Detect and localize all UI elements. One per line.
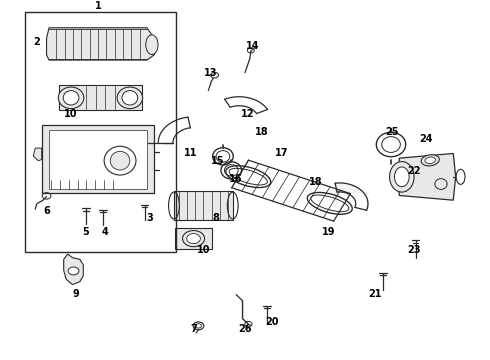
Ellipse shape bbox=[146, 35, 158, 54]
Text: 25: 25 bbox=[385, 127, 399, 137]
Text: 7: 7 bbox=[190, 324, 197, 334]
Text: 17: 17 bbox=[275, 148, 289, 158]
Text: 23: 23 bbox=[407, 246, 421, 256]
Ellipse shape bbox=[104, 146, 136, 175]
Ellipse shape bbox=[394, 167, 409, 187]
Polygon shape bbox=[47, 28, 154, 60]
Text: 2: 2 bbox=[33, 37, 40, 47]
Ellipse shape bbox=[435, 179, 447, 189]
Ellipse shape bbox=[211, 72, 219, 78]
Text: 3: 3 bbox=[146, 213, 153, 223]
Ellipse shape bbox=[421, 155, 440, 166]
Polygon shape bbox=[64, 254, 83, 284]
Polygon shape bbox=[398, 153, 456, 200]
Ellipse shape bbox=[58, 87, 84, 109]
Polygon shape bbox=[49, 130, 147, 189]
Ellipse shape bbox=[122, 91, 138, 105]
Ellipse shape bbox=[193, 322, 204, 330]
Ellipse shape bbox=[117, 87, 143, 109]
Polygon shape bbox=[59, 85, 142, 111]
Text: 10: 10 bbox=[64, 109, 78, 119]
Ellipse shape bbox=[68, 267, 79, 275]
Text: 14: 14 bbox=[245, 41, 259, 51]
Text: 6: 6 bbox=[43, 206, 50, 216]
Text: 10: 10 bbox=[196, 246, 210, 256]
Ellipse shape bbox=[425, 157, 436, 164]
Polygon shape bbox=[42, 125, 154, 193]
Text: 22: 22 bbox=[407, 166, 421, 176]
Text: 8: 8 bbox=[212, 213, 219, 223]
Text: 21: 21 bbox=[368, 289, 382, 298]
Text: 9: 9 bbox=[73, 289, 79, 298]
Text: 11: 11 bbox=[184, 148, 198, 158]
Text: 20: 20 bbox=[265, 317, 279, 327]
Text: 18: 18 bbox=[309, 177, 323, 187]
Polygon shape bbox=[174, 191, 233, 220]
Text: 19: 19 bbox=[321, 228, 335, 238]
Ellipse shape bbox=[110, 151, 130, 170]
Text: 26: 26 bbox=[238, 324, 252, 334]
Text: 13: 13 bbox=[204, 68, 218, 78]
Text: 1: 1 bbox=[95, 1, 101, 11]
Ellipse shape bbox=[187, 234, 200, 244]
Ellipse shape bbox=[182, 230, 205, 247]
Polygon shape bbox=[33, 148, 42, 161]
Text: 12: 12 bbox=[241, 109, 254, 119]
Polygon shape bbox=[175, 228, 212, 249]
Bar bbox=[24, 12, 176, 252]
Text: 24: 24 bbox=[419, 134, 433, 144]
Ellipse shape bbox=[390, 162, 414, 192]
Ellipse shape bbox=[63, 91, 79, 105]
Text: 16: 16 bbox=[228, 174, 242, 184]
Ellipse shape bbox=[456, 169, 465, 184]
Ellipse shape bbox=[196, 324, 201, 328]
Text: 15: 15 bbox=[211, 156, 225, 166]
Text: 4: 4 bbox=[102, 228, 109, 238]
Text: 18: 18 bbox=[255, 127, 269, 137]
Text: 5: 5 bbox=[82, 228, 89, 238]
